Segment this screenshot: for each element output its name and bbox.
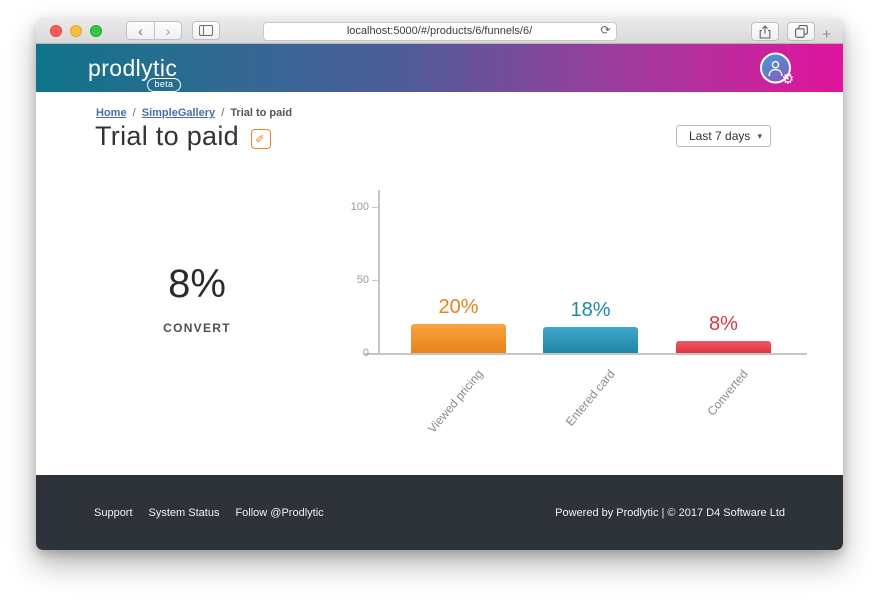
y-tick-mark (372, 352, 378, 354)
period-dropdown-value: Last 7 days (689, 129, 751, 143)
account-avatar-button[interactable]: ⚙ (760, 52, 794, 87)
bar-value-label: 20% (438, 295, 479, 318)
bar-converted[interactable] (676, 341, 771, 353)
breadcrumb-separator: / (132, 107, 136, 119)
chevron-down-icon: ▾ (757, 130, 762, 141)
bar-value-label: 8% (709, 313, 738, 336)
edit-title-button[interactable]: ✎ (250, 128, 271, 149)
period-dropdown[interactable]: Last 7 days ▾ (676, 125, 771, 147)
conversion-stat: 8% CONVERT (137, 264, 257, 335)
y-axis-line (378, 190, 380, 353)
breadcrumb-current: Trial to paid (230, 107, 293, 119)
title-row: Trial to paid ✎ (95, 121, 271, 152)
footer-link-follow[interactable]: Follow @Prodlytic (235, 506, 324, 519)
x-category-label: Viewed pricing (424, 367, 486, 436)
x-axis-line (365, 353, 807, 355)
browser-toolbar: ‹ › ⟳ (36, 18, 843, 44)
y-tick-mark (372, 279, 378, 281)
y-tick-label: 50 (356, 274, 369, 286)
breadcrumb: Home / SimpleGallery / Trial to paid (96, 107, 292, 119)
url-input[interactable] (262, 21, 617, 41)
address-bar: ⟳ (262, 21, 617, 41)
x-category-label: Entered card (562, 367, 618, 429)
person-icon (768, 60, 783, 77)
share-icon (759, 24, 771, 39)
bar-chart: 0 50 100 20% Viewed pricing 18% Entered card 8%… (351, 190, 827, 436)
new-tab-button[interactable]: + (822, 26, 831, 43)
reload-icon[interactable]: ⟳ (600, 23, 611, 37)
x-category-label: Converted (703, 367, 751, 419)
y-tick-label: 0 (362, 347, 369, 359)
nav-button-group: ‹ › (126, 21, 182, 40)
page-content: Home / SimpleGallery / Trial to paid Tri… (36, 92, 843, 475)
bar-entered-card[interactable] (543, 326, 638, 353)
browser-window: ‹ › ⟳ (36, 18, 843, 550)
pencil-icon: ✎ (255, 133, 268, 144)
breadcrumb-separator: / (221, 107, 225, 119)
footer-link-system-status[interactable]: System Status (148, 506, 220, 519)
show-all-tabs-button[interactable] (787, 22, 816, 41)
y-tick-mark (372, 206, 378, 208)
bar-value-label: 18% (570, 298, 611, 321)
conversion-value: 8% (168, 262, 226, 306)
back-button[interactable]: ‹ (138, 22, 143, 39)
breadcrumb-link-simplegallery[interactable]: SimpleGallery (141, 107, 216, 119)
conversion-label: CONVERT (163, 321, 231, 335)
breadcrumb-link-home[interactable]: Home (96, 107, 127, 119)
share-button[interactable] (751, 22, 780, 41)
y-tick-label: 100 (350, 201, 369, 213)
gear-icon: ⚙ (781, 70, 794, 87)
beta-badge: beta (146, 77, 182, 92)
tabs-overview-icon (794, 25, 808, 38)
page-title: Trial to paid (95, 121, 239, 151)
app-footer: Support System Status Follow @Prodlytic … (36, 475, 843, 550)
app-header: prodlytic beta ⚙ (36, 44, 843, 92)
toolbar-right-buttons: + (751, 21, 831, 42)
close-window-button[interactable] (50, 24, 62, 37)
forward-button[interactable]: › (154, 22, 181, 39)
logo-text: prodlytic (88, 54, 178, 81)
zoom-window-button[interactable] (90, 24, 102, 37)
footer-copyright: Powered by Prodlytic | © 2017 D4 Softwar… (555, 506, 785, 519)
sidebar-toggle-button[interactable] (192, 21, 220, 40)
footer-links: Support System Status Follow @Prodlytic (94, 507, 324, 519)
minimize-window-button[interactable] (70, 24, 82, 37)
bar-viewed-pricing[interactable] (411, 323, 506, 353)
sidebar-icon (199, 25, 213, 36)
logo[interactable]: prodlytic beta (88, 54, 182, 92)
footer-link-support[interactable]: Support (94, 506, 133, 519)
